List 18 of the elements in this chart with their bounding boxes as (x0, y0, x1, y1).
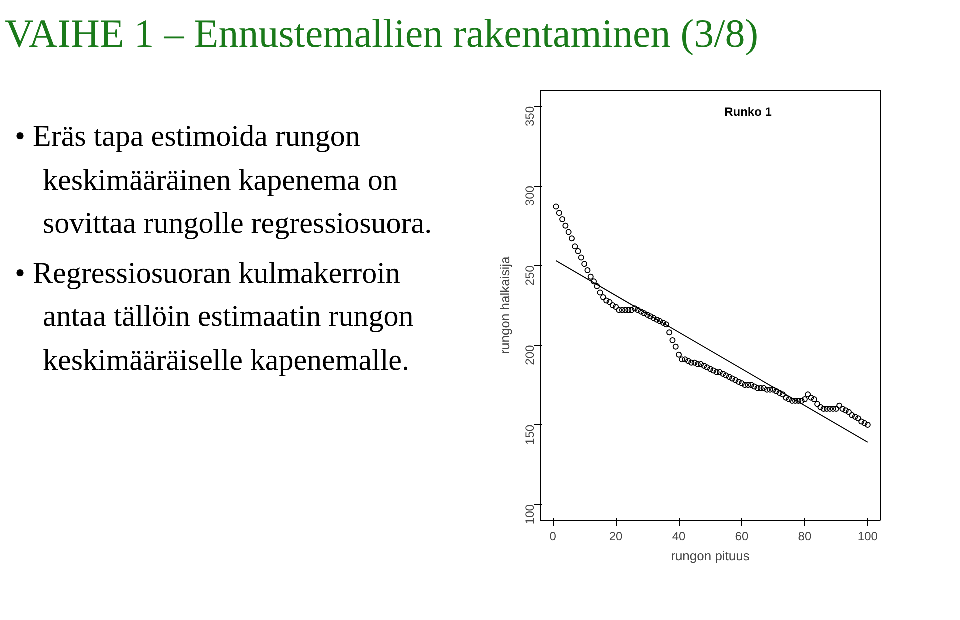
text: Runko 1 (724, 105, 772, 119)
y-tick-label: 250 (523, 265, 537, 286)
text: • Eräs tapa estimoida rungon keskimääräinen kapenema on sovittaa rungolle regressiosuora. (15, 119, 434, 242)
chart-title: VAIHE 1 – Ennustemallien rakentaminen (3/8) (5, 10, 759, 58)
x-tick-label: 80 (798, 530, 812, 544)
x-tick-label: 40 (672, 530, 686, 544)
x-tick-label: 0 (550, 530, 557, 544)
y-axis-title: rungon halkaisija (498, 256, 512, 354)
y-tick-label: 300 (523, 186, 537, 206)
text: • Regressiosuoran kulmakerroin antaa tällöin estimaatin rungon keskimääräiselle kapenemalle. (15, 256, 415, 378)
x-tick-label: 100 (858, 530, 878, 544)
y-tick-label: 350 (523, 106, 537, 126)
y-tick-label: 200 (523, 344, 537, 366)
y-tick-label: 150 (523, 424, 537, 445)
x-axis-title: rungon pituus (671, 548, 750, 564)
x-tick-label: 60 (735, 530, 749, 544)
x-tick-label: 20 (609, 530, 624, 544)
y-tick-label: 100 (523, 504, 537, 525)
